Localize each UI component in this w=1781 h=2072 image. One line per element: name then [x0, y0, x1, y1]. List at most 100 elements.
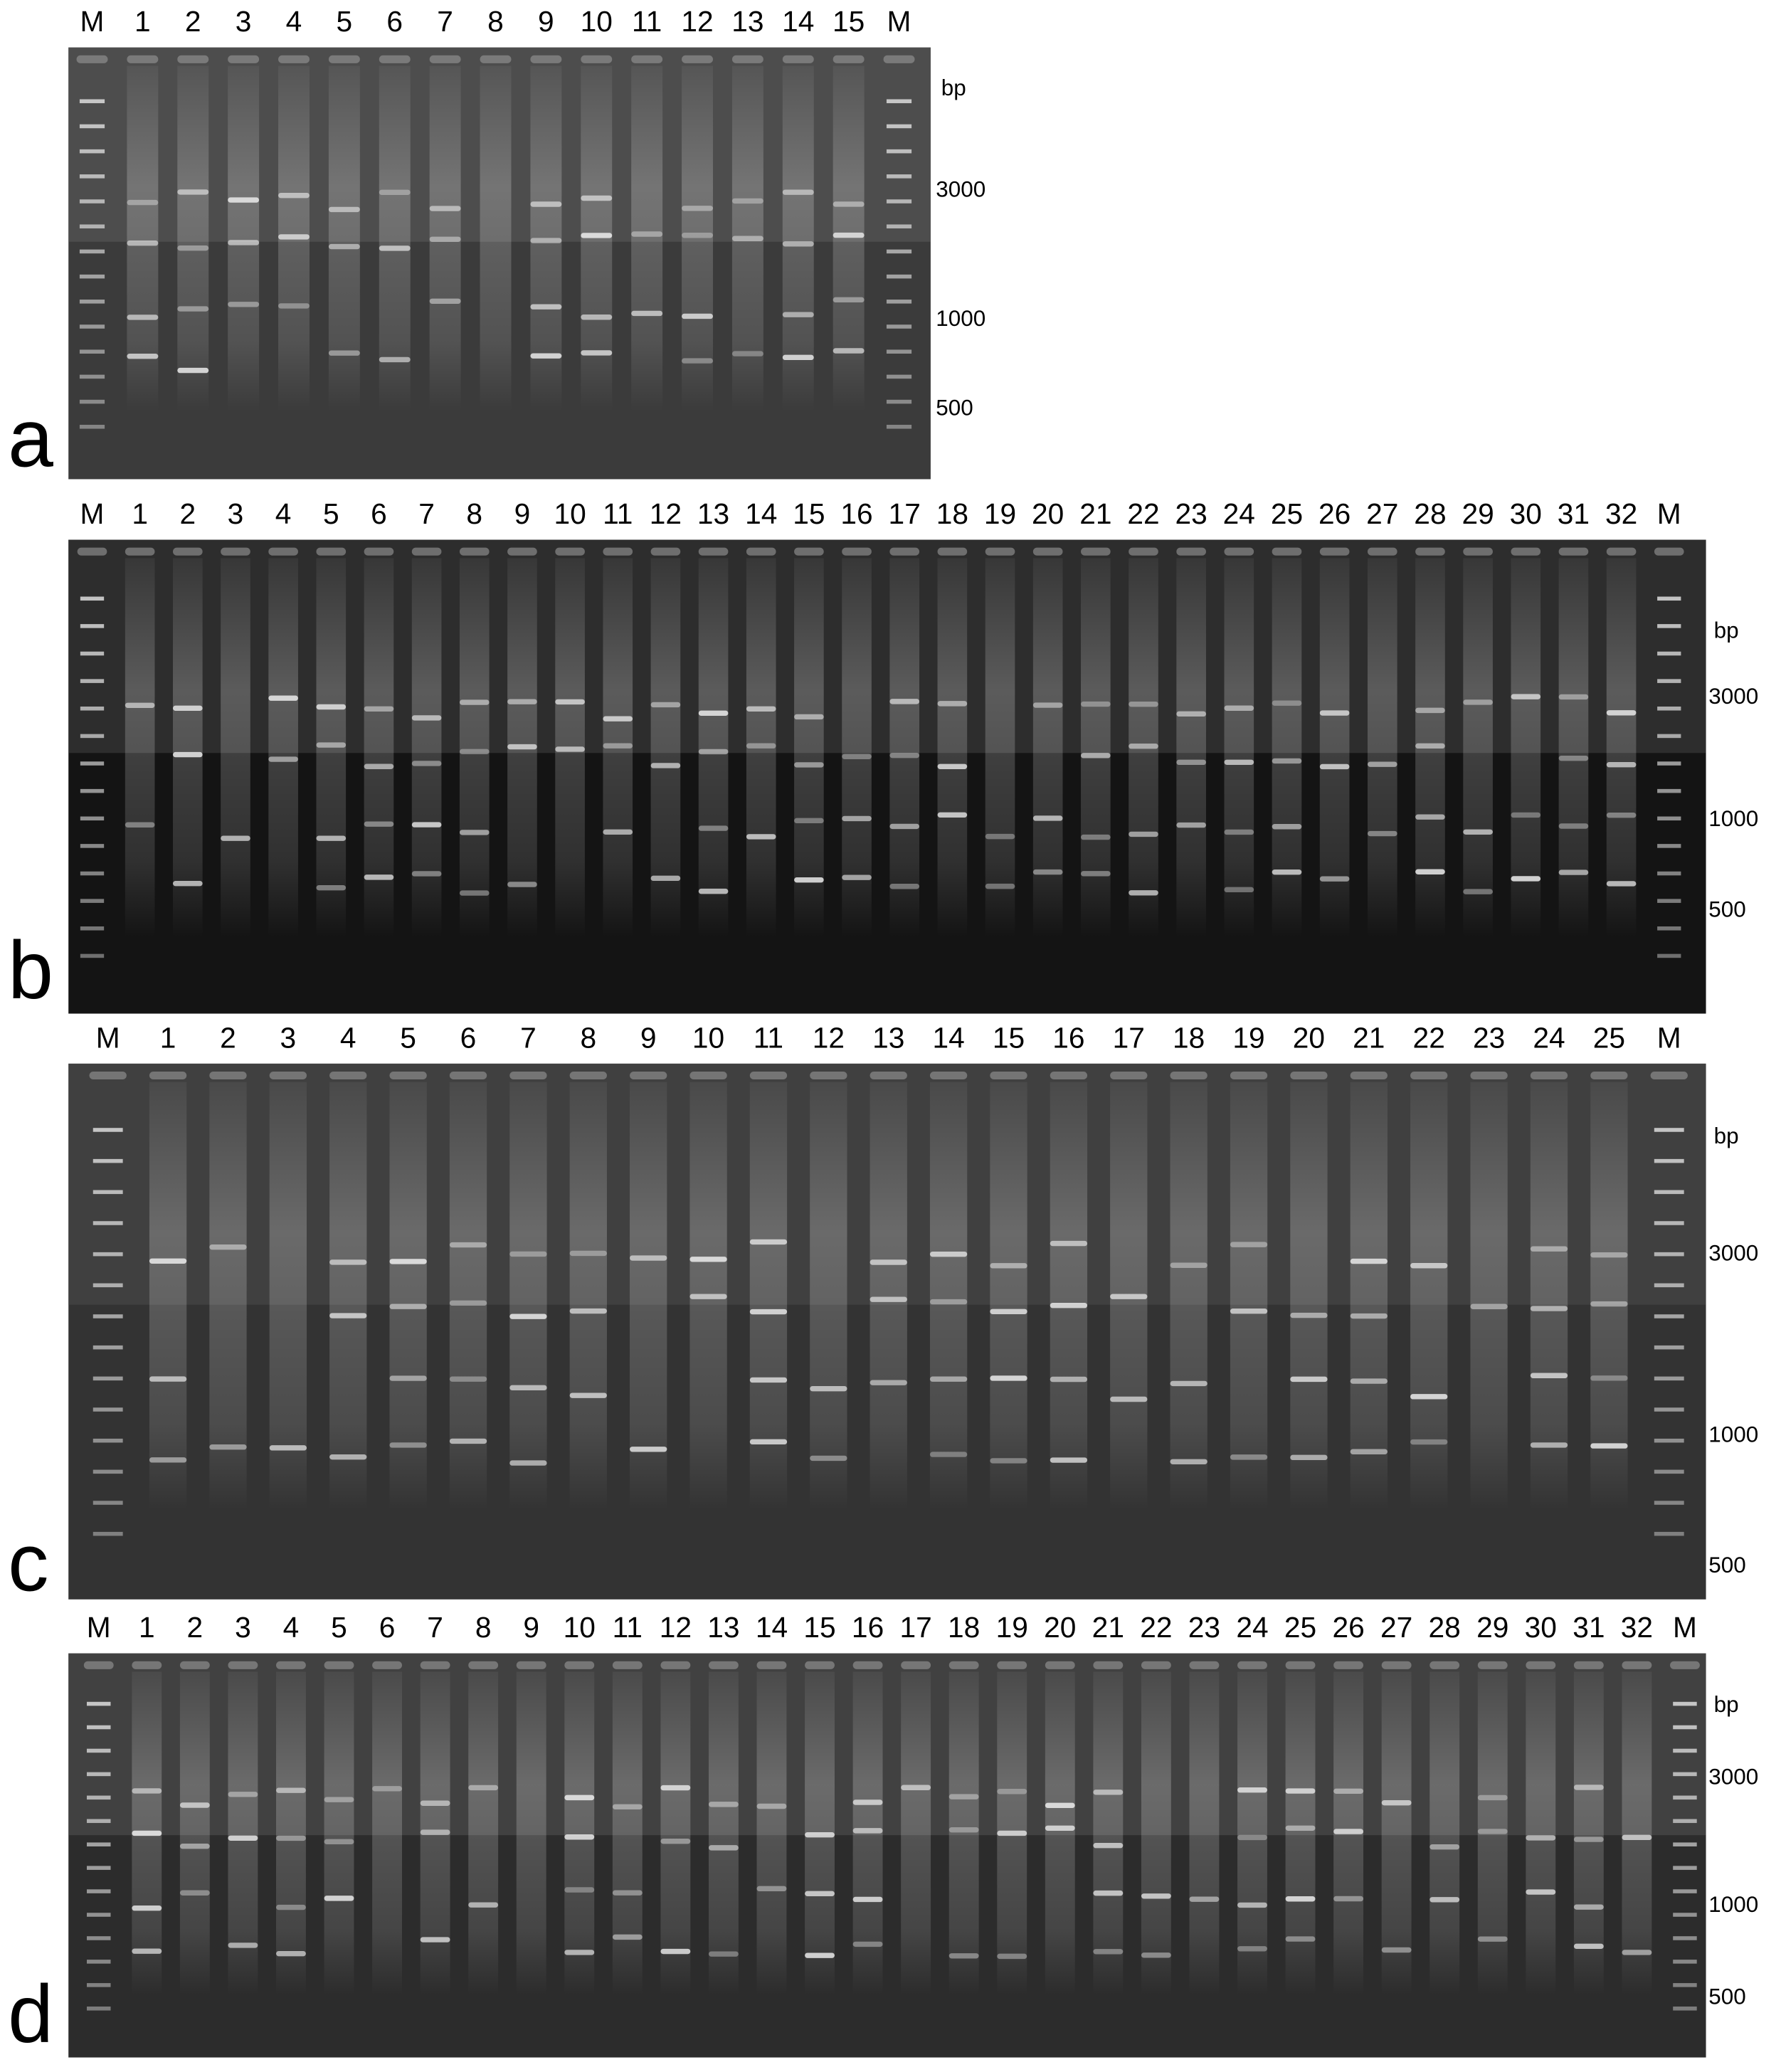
- lane-smear: [1189, 1671, 1220, 1995]
- lane-label: 17: [1113, 1021, 1145, 1054]
- ladder-band: [80, 761, 105, 766]
- well: [929, 1071, 968, 1080]
- ladder-band: [93, 1221, 123, 1225]
- ladder-band: [1657, 651, 1681, 656]
- well: [1381, 1661, 1412, 1669]
- sample-band: [1230, 1242, 1268, 1247]
- ladder-band: [93, 1376, 123, 1381]
- ladder-band: [80, 926, 105, 931]
- ladder-band: [1654, 1128, 1684, 1132]
- sample-band: [1224, 759, 1254, 765]
- sample-band: [228, 1835, 258, 1841]
- lane-smear: [269, 1082, 307, 1511]
- lane-label: 22: [1127, 497, 1159, 530]
- lane-smear: [1045, 1671, 1075, 1995]
- lane-smear: [650, 558, 681, 938]
- sample-band: [682, 233, 713, 238]
- lane-label: 6: [379, 1611, 396, 1644]
- ladder-band: [1657, 844, 1681, 848]
- lane-label: 6: [386, 5, 403, 38]
- lane-smear: [756, 1671, 787, 1995]
- sample-band: [1511, 876, 1541, 882]
- ladder-band: [79, 99, 105, 104]
- sample-band: [316, 704, 347, 710]
- well: [749, 1071, 788, 1080]
- lane-label: 31: [1573, 1611, 1605, 1644]
- sample-band: [228, 240, 260, 245]
- sample-band: [1290, 1376, 1328, 1383]
- well: [794, 547, 824, 556]
- sample-band: [1381, 1947, 1412, 1953]
- lane-smear: [480, 65, 512, 412]
- lane-smear: [389, 1082, 427, 1511]
- sample-band: [1415, 814, 1445, 820]
- lane-label: 5: [323, 497, 339, 530]
- well: [564, 1661, 595, 1669]
- sample-band: [411, 761, 442, 766]
- sample-band: [1093, 1842, 1124, 1849]
- lane-label: 24: [1533, 1021, 1565, 1054]
- well: [833, 55, 865, 63]
- sample-band: [612, 1934, 643, 1940]
- well: [708, 1661, 739, 1669]
- lane-smear: [177, 65, 209, 412]
- sample-band: [990, 1263, 1027, 1269]
- ladder-band: [886, 374, 912, 379]
- lane-label: 32: [1621, 1611, 1653, 1644]
- lane-label: 10: [554, 497, 586, 530]
- well: [132, 1661, 162, 1669]
- lane-label: 30: [1510, 497, 1542, 530]
- ladder-band: [93, 1190, 123, 1195]
- lane-smear: [870, 1082, 907, 1511]
- lane-label: 1: [132, 497, 148, 530]
- ladder-band: [80, 734, 105, 739]
- well: [328, 55, 360, 63]
- lane-label: 13: [707, 1611, 739, 1644]
- panel-letter: a: [8, 393, 53, 485]
- well: [1093, 1661, 1124, 1669]
- sample-band: [782, 189, 814, 195]
- sample-band: [449, 1300, 487, 1306]
- sample-band: [1530, 1246, 1568, 1252]
- sample-band: [324, 1839, 354, 1845]
- sample-band: [507, 882, 537, 887]
- sample-band: [429, 236, 461, 242]
- sample-band: [650, 763, 681, 768]
- sample-band: [731, 351, 763, 356]
- lane-label: 18: [1173, 1021, 1205, 1054]
- sample-band: [507, 699, 537, 704]
- ladder-band: [93, 1128, 123, 1132]
- lane-smear: [985, 558, 1015, 938]
- ladder-band: [79, 274, 105, 279]
- sample-band: [682, 358, 713, 364]
- lane-label: 10: [581, 5, 613, 38]
- well: [630, 1071, 667, 1080]
- sample-band: [937, 763, 968, 770]
- ladder-band: [886, 399, 912, 404]
- sample-band: [708, 1802, 739, 1807]
- lane-label: 27: [1366, 497, 1398, 530]
- sample-band: [328, 350, 360, 356]
- ladder-band: [1657, 953, 1681, 958]
- sample-band: [364, 874, 394, 880]
- ladder-band: [79, 324, 105, 329]
- sample-band: [1530, 1442, 1568, 1448]
- sample-band: [1530, 1306, 1568, 1311]
- sample-band: [324, 1896, 354, 1901]
- lane-smear: [1470, 1082, 1508, 1511]
- sample-band: [698, 749, 729, 755]
- well: [1333, 1661, 1364, 1669]
- lane-smear: [842, 558, 872, 938]
- sample-band: [429, 206, 461, 211]
- ladder-band: [80, 788, 105, 793]
- well: [1558, 547, 1589, 556]
- lane-label: 2: [179, 497, 196, 530]
- lane-smear: [228, 1671, 258, 1995]
- ladder-band: [886, 425, 912, 429]
- size-label: 3000: [936, 177, 985, 202]
- sample-band: [228, 1792, 258, 1797]
- sample-band: [746, 834, 776, 840]
- sample-band: [1573, 1943, 1604, 1950]
- well: [1050, 1071, 1088, 1080]
- ladder-band: [1673, 2007, 1697, 2011]
